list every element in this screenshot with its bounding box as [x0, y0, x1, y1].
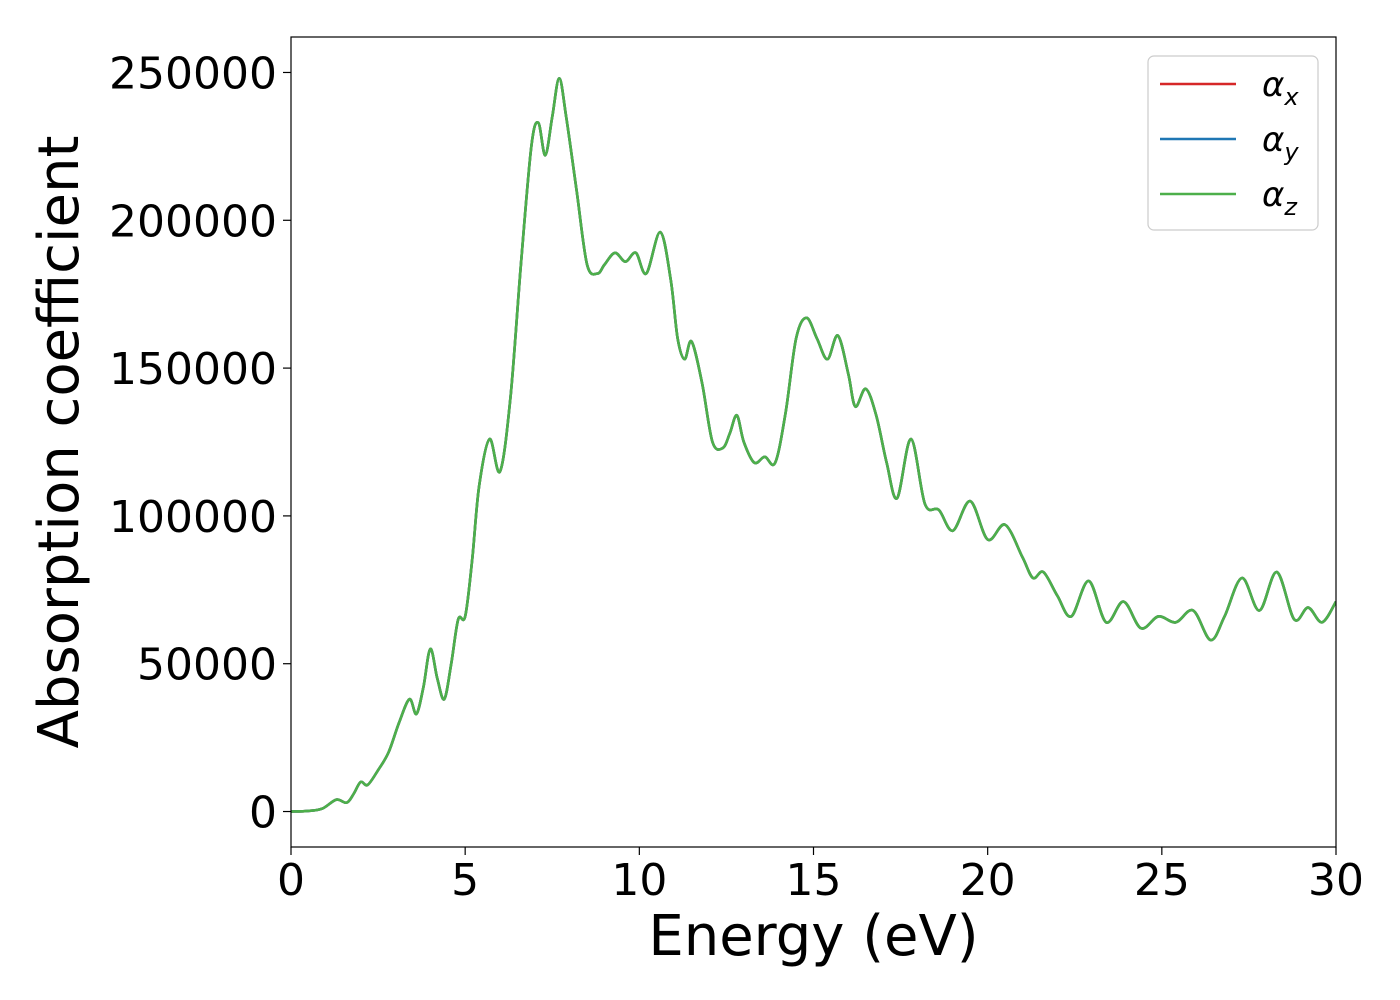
x-tick-label: 30: [1308, 855, 1364, 906]
legend-label-x: αx: [1262, 65, 1299, 111]
x-axis-ticks: 0 5 10 15 20 25 30: [277, 847, 1364, 906]
y-axis-title: Absorption coefficient: [27, 136, 92, 749]
x-tick-label: 25: [1134, 855, 1190, 906]
plot-lines: [291, 77, 1336, 813]
y-axis-ticks: 0 50000 100000 150000 200000 250000: [109, 48, 291, 839]
x-axis-title: Energy (eV): [648, 904, 978, 969]
legend-label-z: αz: [1262, 175, 1298, 221]
legend: αx αy αz: [1147, 55, 1319, 231]
y-tick-label: 0: [249, 788, 277, 839]
legend-label-y: αy: [1262, 120, 1299, 166]
y-tick-label: 50000: [137, 640, 277, 691]
x-tick-label: 0: [277, 855, 305, 906]
x-tick-label: 15: [786, 855, 842, 906]
x-tick-label: 5: [451, 855, 479, 906]
y-tick-label: 200000: [109, 196, 277, 247]
series-line-z: [291, 77, 1336, 813]
y-tick-label: 150000: [109, 344, 277, 395]
y-tick-label: 250000: [109, 48, 277, 99]
legend-box: [1147, 55, 1319, 231]
x-tick-label: 20: [960, 855, 1016, 906]
x-tick-label: 10: [611, 855, 667, 906]
y-tick-label: 100000: [109, 492, 277, 543]
